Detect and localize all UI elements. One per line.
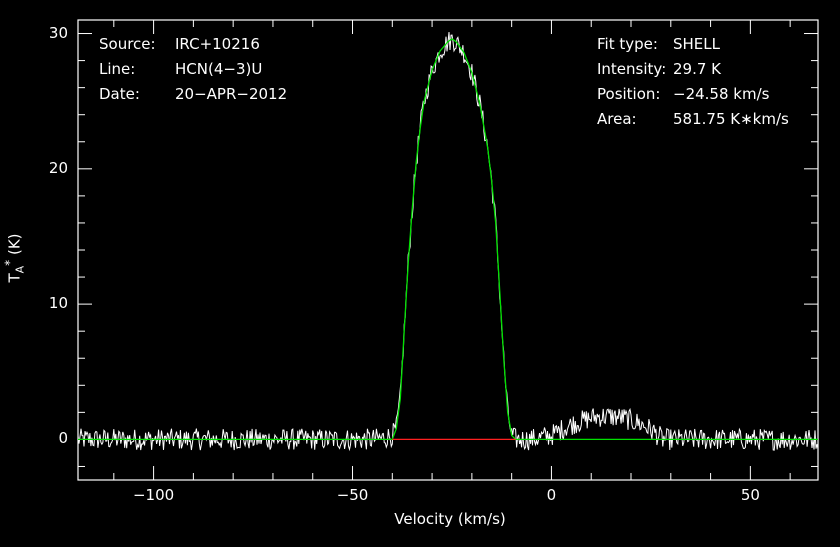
x-tick-label: −100 — [132, 486, 175, 504]
series-layer — [77, 31, 819, 452]
y-tick-label: 10 — [48, 294, 68, 313]
info-right-value: 29.7 K — [673, 60, 722, 78]
y-axis-label: TA* (K) — [3, 233, 27, 282]
info-right-key: Fit type: — [597, 35, 658, 53]
info-left-key: Line: — [99, 60, 136, 78]
y-axis-label-sub: A — [13, 265, 27, 274]
info-right-key: Intensity: — [597, 60, 667, 78]
info-left-key: Source: — [99, 35, 156, 53]
info-left-key: Date: — [99, 85, 140, 103]
x-axis-label-text: Velocity (km/s) — [394, 510, 506, 528]
axis-ticks — [78, 20, 818, 480]
info-left-value: IRC+10216 — [175, 35, 260, 53]
y-tick-label: 20 — [48, 158, 68, 177]
info-right-value: 581.75 K∗km/s — [673, 110, 789, 128]
info-right-key: Area: — [597, 110, 637, 128]
series-fit — [78, 38, 818, 441]
y-axis-label-main: T — [5, 273, 24, 283]
info-right-value: SHELL — [673, 35, 720, 53]
y-tick-label: 0 — [58, 429, 68, 448]
info-right-key: Position: — [597, 85, 661, 103]
x-tick-label: −50 — [336, 486, 369, 504]
info-left-value: HCN(4−3)U — [175, 60, 263, 78]
x-axis-label: Velocity (km/s) — [0, 510, 840, 528]
y-axis-label-sup: * — [2, 259, 17, 266]
x-tick-label: 0 — [546, 486, 557, 504]
x-tick-label: 50 — [740, 486, 760, 504]
y-axis-label-unit: (K) — [5, 233, 24, 256]
info-right-value: −24.58 km/s — [673, 85, 770, 103]
y-tick-label: 30 — [48, 23, 68, 42]
info-left-value: 20−APR−2012 — [175, 85, 288, 103]
